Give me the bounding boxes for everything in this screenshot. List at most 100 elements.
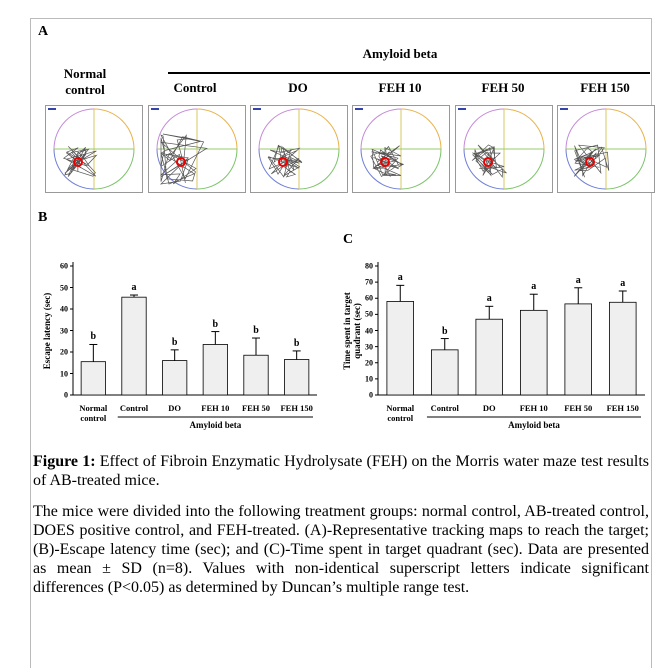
swim-path: [64, 146, 97, 176]
y-tick-label: 70: [353, 278, 373, 287]
y-tick-label: 10: [353, 374, 373, 383]
x-tick-label: DO: [469, 403, 509, 413]
y-tick-label: 0: [48, 391, 68, 400]
tracking-map: [250, 105, 348, 193]
bar: [284, 360, 308, 395]
y-tick-label: 30: [48, 326, 68, 335]
y-tick-label: 50: [353, 310, 373, 319]
x-tick-label: Normal control: [78, 403, 108, 423]
group-line: [168, 72, 650, 74]
significance-letter: a: [531, 281, 536, 292]
arc: [606, 149, 646, 189]
bar: [520, 310, 547, 395]
scale-mark: [355, 108, 363, 110]
x-tick-label: FEH 10: [514, 403, 554, 413]
significance-letter: b: [213, 319, 219, 330]
tracking-map: [352, 105, 450, 193]
group-label: Amyloid beta: [170, 420, 260, 430]
y-tick-label: 40: [353, 326, 373, 335]
bar: [565, 304, 592, 395]
significance-letter: a: [398, 272, 403, 283]
bar: [476, 319, 503, 395]
y-tick-label: 80: [353, 262, 373, 271]
column-label: FEH 150: [555, 80, 655, 96]
arc: [464, 109, 504, 149]
swim-path: [574, 145, 609, 177]
bar: [431, 350, 458, 395]
y-tick-label: 60: [353, 294, 373, 303]
page: A Amyloid beta BEscape latency (sec)0102…: [0, 0, 664, 668]
column-label: FEH 10: [350, 80, 450, 96]
x-tick-label: FEH 50: [236, 403, 276, 413]
caption-text: Effect of Fibroin Enzymatic Hydrolysate …: [33, 453, 649, 489]
y-tick-label: 60: [48, 262, 68, 271]
significance-letter: a: [620, 278, 625, 289]
y-tick-label: 40: [48, 305, 68, 314]
caption-title: Figure 1:: [33, 453, 96, 470]
significance-letter: a: [132, 282, 137, 293]
scale-mark: [253, 108, 261, 110]
bar: [81, 362, 105, 395]
swim-path: [472, 145, 507, 177]
x-tick-label: FEH 10: [195, 403, 235, 413]
column-label: DO: [248, 80, 348, 96]
arc: [606, 109, 646, 149]
scale-mark: [48, 108, 56, 110]
arc: [157, 109, 197, 149]
significance-letter: a: [576, 275, 581, 286]
arc: [94, 149, 134, 189]
x-tick-label: Control: [425, 403, 465, 413]
panel-label: A: [38, 24, 48, 40]
scale-mark: [458, 108, 466, 110]
arc: [401, 149, 441, 189]
column-label: Control: [145, 80, 245, 96]
significance-letter: b: [294, 338, 300, 349]
bar: [387, 301, 414, 395]
arc: [54, 109, 94, 149]
significance-letter: a: [487, 293, 492, 304]
bar: [122, 297, 146, 395]
x-tick-label: FEH 150: [277, 403, 317, 413]
x-tick-label: FEH 150: [603, 403, 643, 413]
significance-letter: b: [172, 337, 178, 348]
arc: [504, 109, 544, 149]
y-tick-label: 30: [353, 342, 373, 351]
bar: [203, 344, 227, 395]
group-label: Amyloid beta: [350, 46, 450, 62]
y-tick-label: 50: [48, 283, 68, 292]
y-tick-label: 20: [48, 348, 68, 357]
significance-letter: b: [253, 325, 259, 336]
significance-letter: b: [91, 331, 97, 342]
tracking-map: [455, 105, 553, 193]
y-tick-label: 0: [353, 391, 373, 400]
bar: [244, 355, 268, 395]
scale-mark: [151, 108, 159, 110]
tracking-map: [557, 105, 655, 193]
arc: [361, 109, 401, 149]
arc: [504, 149, 544, 189]
arc: [299, 149, 339, 189]
swim-path: [371, 146, 404, 177]
x-tick-label: FEH 50: [558, 403, 598, 413]
bar: [162, 361, 186, 395]
panel-label: B: [38, 210, 47, 226]
x-tick-label: Control: [114, 403, 154, 413]
caption: Figure 1: Effect of Fibroin Enzymatic Hy…: [33, 452, 649, 490]
x-tick-label: Normal control: [385, 403, 415, 423]
y-tick-label: 20: [353, 358, 373, 367]
arc: [197, 149, 237, 189]
description: The mice were divided into the following…: [33, 502, 649, 597]
tracking-map: [45, 105, 143, 193]
scale-mark: [560, 108, 568, 110]
swim-path: [268, 146, 302, 177]
arc: [94, 109, 134, 149]
significance-letter: b: [442, 326, 448, 337]
column-label: Normal control: [50, 66, 120, 98]
group-label: Amyloid beta: [489, 420, 579, 430]
y-tick-label: 10: [48, 369, 68, 378]
tracking-map: [148, 105, 246, 193]
bar: [609, 302, 636, 395]
column-label: FEH 50: [453, 80, 553, 96]
